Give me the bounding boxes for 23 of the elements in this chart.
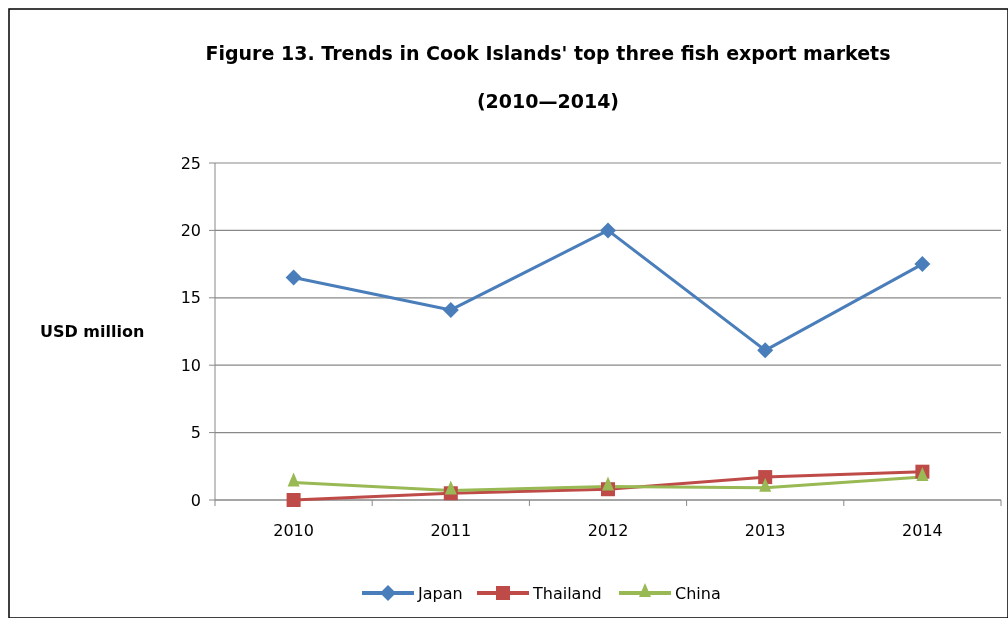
legend-label: Japan	[417, 583, 463, 603]
point	[914, 256, 931, 273]
x-tick-label: 2010	[273, 521, 314, 540]
x-tick-label: 2012	[587, 521, 629, 540]
chart-title: Figure 13. Trends in Cook Islands' top three fish export markets (2010—2014)	[205, 42, 891, 112]
x-tick-label: 2014	[902, 521, 943, 540]
y-tick-label: 10	[180, 355, 201, 375]
point	[600, 222, 616, 239]
legend-label: China	[675, 583, 721, 603]
point	[285, 269, 302, 286]
point	[757, 342, 774, 359]
y-tick-label: 20	[180, 221, 201, 240]
point	[442, 301, 459, 318]
point	[286, 493, 301, 507]
x-tick-label: 2013	[744, 521, 786, 540]
x-tick-label: 2011	[430, 521, 472, 540]
y-tick-label: 5	[190, 423, 201, 443]
y-axis-title: USD million	[40, 322, 145, 342]
y-tick-label: 15	[180, 288, 201, 308]
legend-label: Thailand	[532, 583, 602, 603]
y-tick-label: 25	[180, 153, 201, 173]
y-tick-label: 0	[190, 490, 201, 510]
point	[758, 470, 773, 485]
